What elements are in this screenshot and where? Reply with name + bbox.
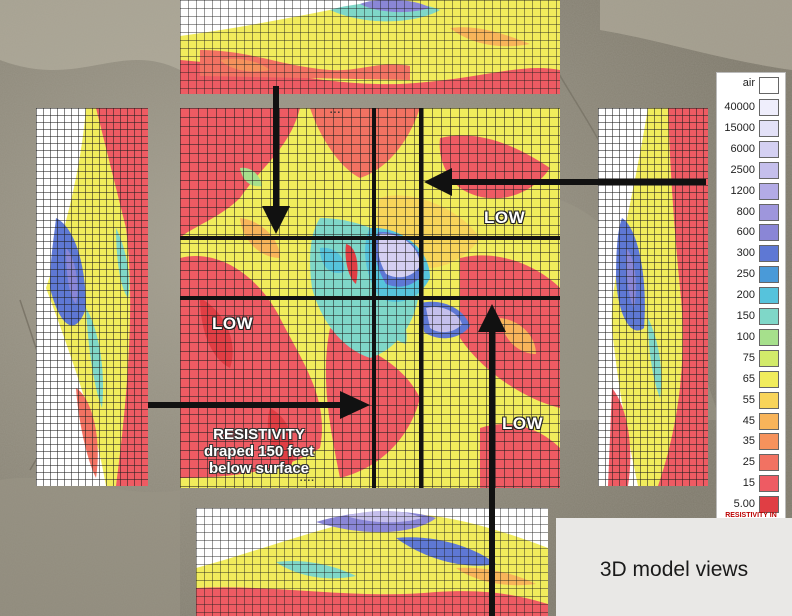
legend-swatch bbox=[759, 454, 779, 471]
legend-swatch bbox=[759, 475, 779, 492]
caption-line-1: RESISTIVITY bbox=[213, 426, 305, 443]
legend-unit: RESISTIVITY IN bbox=[725, 512, 777, 519]
views-label-text: 3D model views bbox=[599, 558, 749, 581]
legend-value: 55 bbox=[742, 394, 755, 406]
section-line-horizontal-upper bbox=[180, 236, 560, 240]
legend-value: 1200 bbox=[730, 185, 755, 197]
map-scale-annotation: ▪ ▪ ▪ ▪ bbox=[300, 478, 314, 484]
legend-swatch bbox=[759, 204, 779, 221]
section-top-colors bbox=[180, 0, 560, 94]
legend-swatch bbox=[759, 371, 779, 388]
legend-value: 6000 bbox=[730, 143, 755, 155]
arrow-down-from-top bbox=[262, 86, 290, 234]
map-tick-annotation: ▪ ▪ ▪ bbox=[330, 110, 340, 116]
legend-value: 15000 bbox=[724, 122, 755, 134]
legend-value: 100 bbox=[736, 331, 755, 343]
legend-value: 800 bbox=[736, 206, 755, 218]
legend-swatch bbox=[759, 245, 779, 262]
legend-value: 35 bbox=[742, 435, 755, 447]
legend-swatch bbox=[759, 413, 779, 430]
caption-line-2: draped 150 feet bbox=[203, 443, 315, 460]
legend-swatch bbox=[759, 224, 779, 241]
legend-value: 150 bbox=[736, 310, 755, 322]
label-low-lower-right: LOW bbox=[502, 414, 544, 433]
legend-swatch bbox=[759, 329, 779, 346]
label-low-upper-right: LOW bbox=[484, 208, 526, 227]
legend-value: 5.00 bbox=[733, 498, 755, 510]
legend-value: 40000 bbox=[724, 101, 755, 113]
legend-swatch bbox=[759, 350, 779, 367]
legend-value: 200 bbox=[736, 289, 755, 301]
legend-value: 65 bbox=[742, 373, 755, 385]
legend-air-swatch bbox=[759, 77, 779, 94]
caption-line-3: below surface bbox=[208, 460, 310, 477]
label-low-left: LOW bbox=[212, 314, 254, 333]
arrow-left-from-right bbox=[424, 168, 706, 196]
legend-value: 25 bbox=[742, 456, 755, 468]
legend-swatch bbox=[759, 141, 779, 158]
legend-swatch bbox=[759, 162, 779, 179]
resistivity-legend: air 40000 15000 6000 2500 1200 800 600 300 250 20… bbox=[716, 72, 786, 522]
legend-swatch bbox=[759, 266, 779, 283]
section-line-vertical-left bbox=[372, 108, 376, 488]
legend-swatch bbox=[759, 392, 779, 409]
section-bottom-colors bbox=[196, 510, 548, 616]
legend-swatch bbox=[759, 120, 779, 137]
legend-value: 300 bbox=[736, 247, 755, 259]
legend-swatch bbox=[759, 99, 779, 116]
section-line-horizontal-lower bbox=[180, 296, 560, 300]
legend-value: 600 bbox=[736, 226, 755, 238]
section-line-vertical-right bbox=[419, 108, 423, 488]
legend-swatch bbox=[759, 308, 779, 325]
legend-value: 45 bbox=[742, 415, 755, 427]
legend-swatch bbox=[759, 183, 779, 200]
legend-value: 75 bbox=[742, 352, 755, 364]
arrow-right-from-left bbox=[148, 391, 370, 419]
legend-value: 15 bbox=[742, 477, 755, 489]
legend-value: 250 bbox=[736, 268, 755, 280]
arrow-up-from-bottom bbox=[478, 304, 506, 616]
legend-header: air bbox=[742, 77, 755, 89]
views-label-box: 3D model views bbox=[556, 518, 792, 616]
legend-swatch bbox=[759, 496, 779, 513]
legend-swatch bbox=[759, 287, 779, 304]
legend-swatch bbox=[759, 433, 779, 450]
resistivity-caption: RESISTIVITY draped 150 feet below surfac… bbox=[186, 426, 332, 477]
legend-value: 2500 bbox=[730, 164, 755, 176]
